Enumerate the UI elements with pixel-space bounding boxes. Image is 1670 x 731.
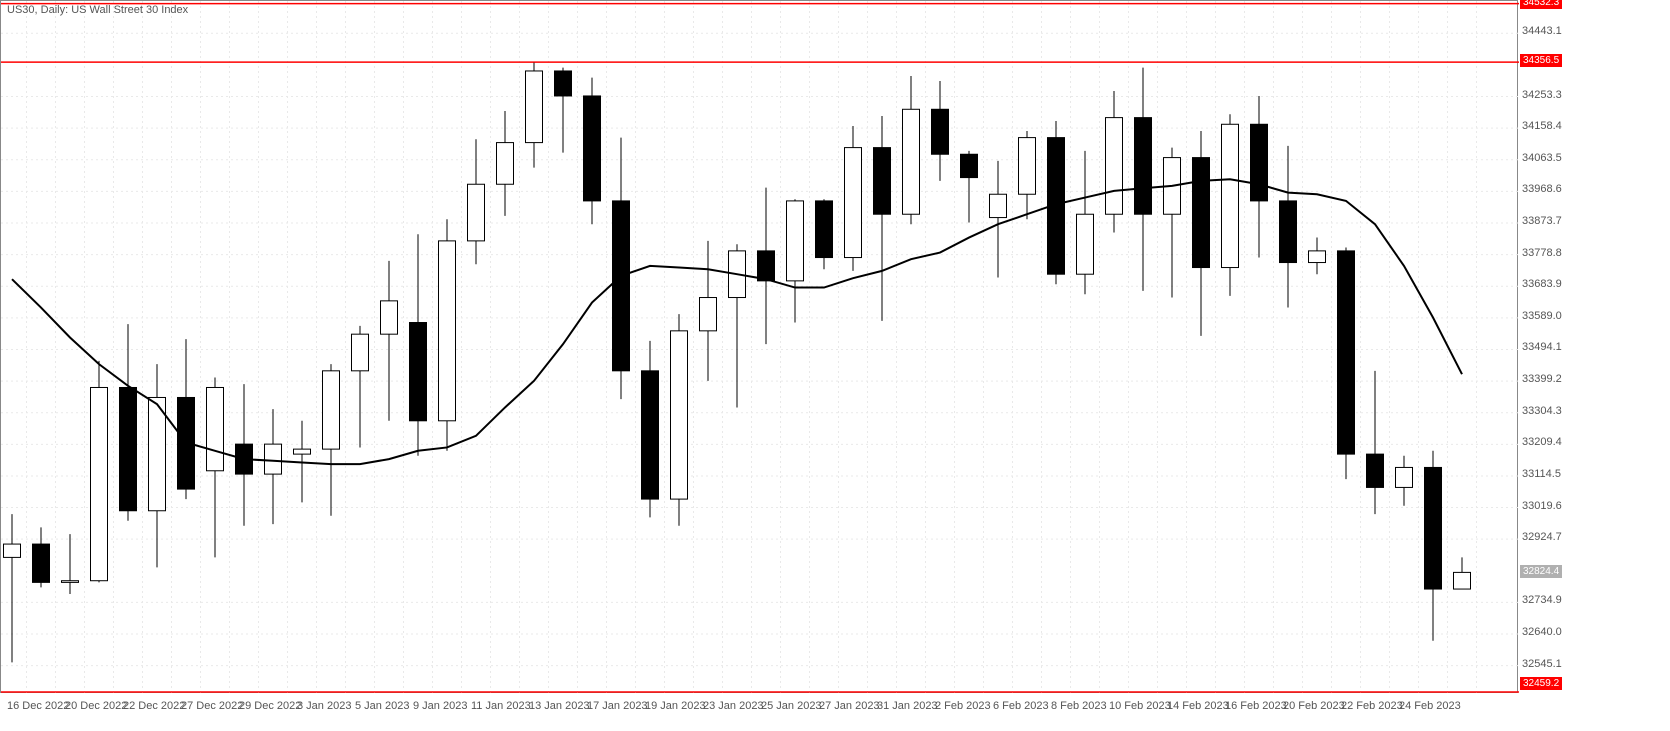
y-tick-label: 33683.9: [1522, 278, 1562, 290]
y-tick-label: 33114.5: [1522, 468, 1561, 480]
x-tick-label: 29 Dec 2022: [239, 700, 301, 712]
x-tick-label: 6 Feb 2023: [993, 700, 1049, 712]
x-tick-label: 27 Jan 2023: [819, 700, 880, 712]
x-tick-label: 31 Jan 2023: [877, 700, 938, 712]
price-tag: 34356.5: [1520, 54, 1562, 67]
x-tick-label: 22 Dec 2022: [123, 700, 185, 712]
y-tick-label: 33209.4: [1522, 436, 1562, 448]
y-tick-label: 32640.0: [1522, 626, 1562, 638]
x-tick-label: 2 Feb 2023: [935, 700, 991, 712]
x-tick-label: 19 Jan 2023: [645, 700, 706, 712]
y-tick-label: 34063.5: [1522, 152, 1562, 164]
y-tick-label: 34158.4: [1522, 120, 1562, 132]
y-tick-label: 33494.1: [1522, 341, 1562, 353]
x-tick-label: 11 Jan 2023: [471, 700, 531, 712]
x-tick-label: 25 Jan 2023: [761, 700, 822, 712]
price-tag: 34532.3: [1520, 0, 1562, 9]
y-tick-label: 33019.6: [1522, 500, 1562, 512]
price-tag: 32459.2: [1520, 677, 1562, 690]
x-tick-label: 3 Jan 2023: [297, 700, 351, 712]
y-tick-label: 34443.1: [1522, 25, 1562, 37]
y-tick-label: 33778.8: [1522, 247, 1562, 259]
x-tick-label: 10 Feb 2023: [1109, 700, 1171, 712]
chart-title: US30, Daily: US Wall Street 30 Index: [7, 4, 188, 16]
x-tick-label: 14 Feb 2023: [1167, 700, 1229, 712]
y-axis: 34443.1 34253.3 34158.4 34063.5 33968.6 33873…: [1522, 0, 1670, 693]
y-tick-label: 32924.7: [1522, 531, 1562, 543]
x-tick-label: 24 Feb 2023: [1399, 700, 1461, 712]
y-tick-label: 33873.7: [1522, 215, 1562, 227]
price-tag: 32824.4: [1520, 565, 1562, 578]
x-tick-label: 8 Feb 2023: [1051, 700, 1107, 712]
y-tick-label: 33589.0: [1522, 310, 1562, 322]
y-tick-label: 33304.3: [1522, 405, 1562, 417]
x-tick-label: 16 Feb 2023: [1225, 700, 1287, 712]
y-tick-label: 33399.2: [1522, 373, 1562, 385]
chart-container: US30, Daily: US Wall Street 30 Index 344…: [0, 0, 1670, 731]
y-tick-label: 32545.1: [1522, 658, 1562, 670]
x-tick-label: 27 Dec 2022: [181, 700, 243, 712]
y-tick-label: 33968.6: [1522, 183, 1562, 195]
y-tick-label: 32734.9: [1522, 594, 1562, 606]
plot-area[interactable]: US30, Daily: US Wall Street 30 Index: [0, 0, 1518, 693]
chart-svg: [1, 1, 1519, 694]
x-tick-label: 23 Jan 2023: [703, 700, 764, 712]
x-tick-label: 9 Jan 2023: [413, 700, 467, 712]
x-tick-label: 20 Dec 2022: [65, 700, 127, 712]
x-tick-label: 5 Jan 2023: [355, 700, 409, 712]
x-tick-label: 13 Jan 2023: [529, 700, 590, 712]
x-tick-label: 17 Jan 2023: [587, 700, 648, 712]
x-tick-label: 20 Feb 2023: [1283, 700, 1345, 712]
x-tick-label: 16 Dec 2022: [7, 700, 69, 712]
y-tick-label: 34253.3: [1522, 89, 1562, 101]
x-tick-label: 22 Feb 2023: [1341, 700, 1403, 712]
